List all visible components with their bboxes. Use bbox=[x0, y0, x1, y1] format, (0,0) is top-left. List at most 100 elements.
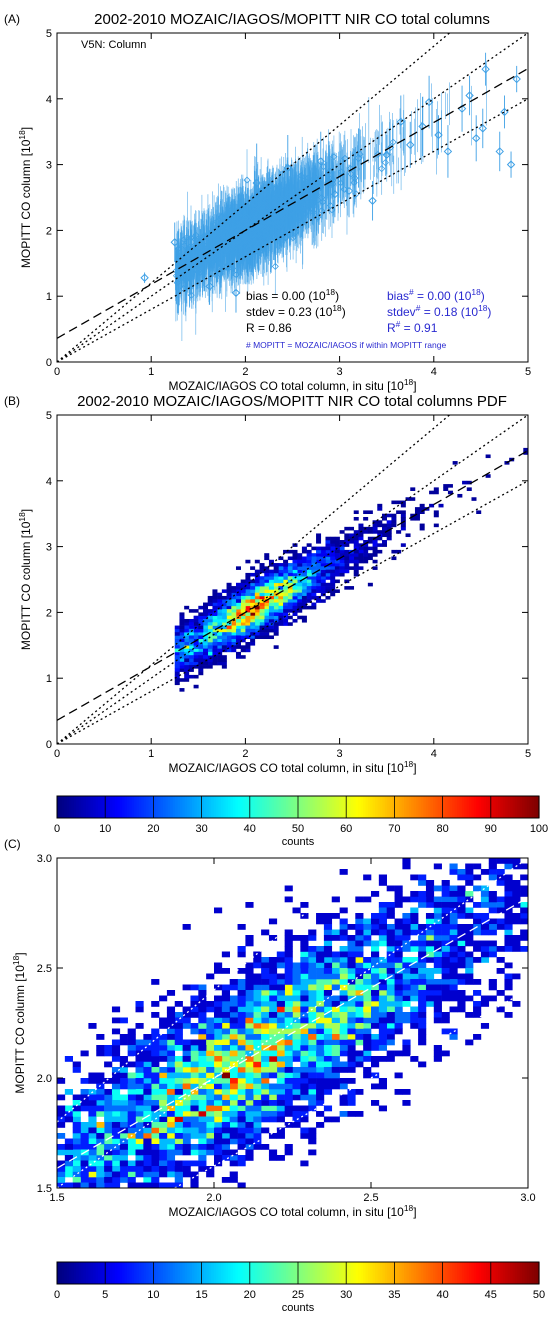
density-cell bbox=[488, 940, 497, 947]
density-cell bbox=[151, 1127, 160, 1134]
density-cell bbox=[308, 1028, 317, 1035]
density-cell bbox=[316, 563, 322, 567]
density-cell bbox=[323, 1012, 333, 1018]
density-cell bbox=[386, 523, 392, 528]
density-cell bbox=[198, 1028, 207, 1035]
density-cell bbox=[301, 579, 307, 584]
density-cell bbox=[268, 563, 274, 567]
density-cell bbox=[334, 569, 340, 574]
diamond-marker bbox=[302, 182, 310, 190]
density-cell bbox=[410, 957, 419, 963]
density-cell bbox=[523, 451, 528, 455]
density-cell bbox=[316, 1028, 325, 1035]
density-cell bbox=[245, 625, 251, 630]
density-cell bbox=[206, 1100, 215, 1106]
density-cell bbox=[261, 1067, 270, 1073]
colorbar-segment bbox=[216, 796, 220, 818]
colorbar-tick-label: 80 bbox=[436, 823, 448, 835]
density-cell bbox=[311, 566, 317, 570]
density-cell bbox=[237, 1094, 246, 1101]
density-cell bbox=[301, 572, 307, 577]
density-cell bbox=[284, 1083, 293, 1090]
density-cell bbox=[166, 1144, 176, 1150]
density-cell bbox=[212, 635, 218, 640]
density-cell bbox=[353, 563, 359, 567]
density-cell bbox=[206, 1166, 215, 1172]
density-cell bbox=[259, 609, 265, 613]
density-cell bbox=[253, 1127, 262, 1134]
density-cell bbox=[229, 995, 238, 1002]
density-cell bbox=[188, 632, 194, 636]
density-cell bbox=[297, 605, 303, 610]
density-cell bbox=[496, 918, 505, 925]
density-cell bbox=[198, 668, 204, 672]
density-cell bbox=[259, 592, 265, 597]
density-cell bbox=[284, 1028, 293, 1035]
density-cell bbox=[179, 668, 185, 672]
density-cell bbox=[331, 1023, 340, 1029]
diamond-marker bbox=[253, 240, 261, 248]
density-cell bbox=[425, 979, 435, 985]
density-cell bbox=[188, 609, 194, 613]
density-cell bbox=[80, 1078, 89, 1084]
density-cell bbox=[259, 612, 265, 616]
density-cell bbox=[268, 1023, 278, 1029]
density-cell bbox=[127, 1111, 136, 1117]
density-cell bbox=[159, 1111, 168, 1117]
density-cell bbox=[217, 615, 223, 620]
diamond-marker bbox=[249, 214, 257, 222]
density-cell bbox=[264, 602, 270, 607]
density-cell bbox=[297, 592, 303, 597]
density-cell bbox=[323, 935, 333, 941]
density-cell bbox=[240, 635, 246, 640]
density-cell bbox=[473, 940, 482, 947]
density-cell bbox=[203, 625, 209, 630]
density-cell bbox=[306, 589, 312, 593]
density-cell bbox=[425, 990, 435, 996]
colorbar-segment bbox=[88, 796, 92, 818]
density-cell bbox=[273, 632, 279, 636]
density-cell bbox=[253, 1105, 262, 1112]
colorbar-segment bbox=[370, 796, 374, 818]
diamond-marker bbox=[200, 241, 208, 249]
density-cell bbox=[344, 579, 350, 584]
density-cell bbox=[203, 655, 209, 659]
density-cell bbox=[334, 540, 340, 544]
density-cell bbox=[273, 579, 279, 584]
density-cell bbox=[203, 622, 209, 626]
density-cell bbox=[188, 618, 194, 623]
density-cell bbox=[259, 569, 265, 574]
density-cell bbox=[193, 651, 199, 656]
density-cell bbox=[250, 615, 256, 620]
density-cell bbox=[182, 1100, 191, 1106]
density-cell bbox=[316, 1056, 325, 1062]
density-cell bbox=[331, 1012, 340, 1018]
density-cell bbox=[363, 543, 369, 547]
density-cell bbox=[344, 543, 350, 547]
density-cell bbox=[301, 605, 307, 610]
density-cell bbox=[198, 1160, 207, 1167]
diamond-marker bbox=[140, 273, 149, 282]
density-cell bbox=[278, 605, 284, 610]
density-cell bbox=[372, 526, 378, 531]
diamond-marker bbox=[238, 219, 246, 227]
version-note: V5N: Column bbox=[81, 39, 146, 51]
density-cell bbox=[381, 523, 387, 528]
density-cell bbox=[217, 655, 223, 659]
density-cell bbox=[278, 599, 284, 603]
density-cell bbox=[207, 651, 213, 656]
density-cell bbox=[418, 1017, 427, 1024]
density-cell bbox=[240, 582, 246, 587]
density-cell bbox=[212, 605, 218, 610]
density-cell bbox=[254, 612, 260, 616]
density-cell bbox=[419, 510, 425, 514]
density-cell bbox=[229, 1089, 238, 1095]
density-cell bbox=[273, 599, 279, 603]
density-cell bbox=[111, 1155, 121, 1161]
density-cell bbox=[353, 553, 359, 557]
density-cell bbox=[363, 510, 369, 514]
density-cell bbox=[301, 546, 307, 551]
density-cell bbox=[57, 1182, 66, 1188]
colorbar-segment bbox=[416, 796, 420, 818]
density-cell bbox=[339, 546, 345, 551]
